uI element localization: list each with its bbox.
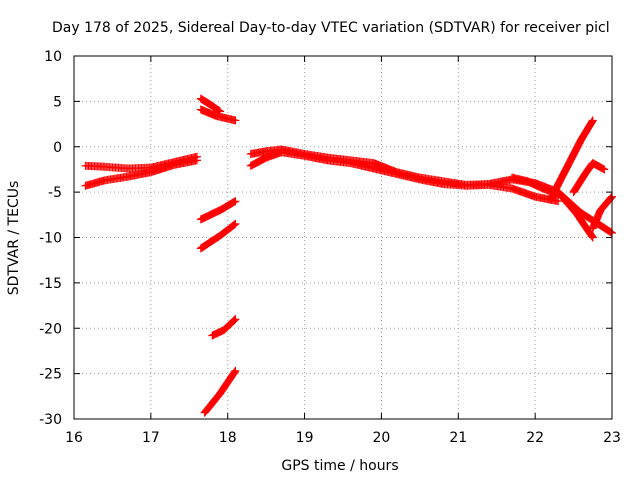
data-point [606, 194, 615, 203]
data-point [587, 231, 596, 240]
data-point [607, 193, 616, 202]
plot-frame [73, 55, 613, 420]
series-arc-e [208, 315, 240, 340]
series-late-drop [554, 188, 597, 242]
y-tick-label: -10 [39, 231, 62, 247]
chart-title: Day 178 of 2025, Sidereal Day-to-day VTE… [52, 20, 610, 36]
x-tick-label: 16 [65, 430, 83, 446]
axis-ticks: 16 17 18 19 20 21 22 23 10 5 0 -5 -10 -15 -20 -25 -30 [39, 49, 621, 446]
data-point [230, 368, 239, 377]
x-axis-label: GPS time / hours [281, 458, 398, 474]
data-point [588, 233, 597, 242]
y-tick-label: -20 [39, 321, 62, 337]
data-point [231, 315, 240, 324]
data-point [554, 189, 563, 198]
data-point [231, 366, 240, 375]
data-point [230, 367, 239, 376]
data-point [600, 165, 609, 174]
data-point [588, 116, 597, 125]
data-point [231, 197, 240, 206]
data-point [229, 221, 238, 230]
series-late-rise [546, 116, 597, 204]
data-point [192, 156, 201, 165]
data-point [588, 232, 597, 241]
y-tick-label: -15 [39, 276, 62, 292]
y-tick-label: -5 [48, 185, 62, 201]
x-tick-label: 23 [603, 430, 621, 446]
data-point [231, 219, 240, 228]
y-axis-label: SDTVAR / TECUs [6, 181, 22, 296]
series-late-tail [588, 192, 616, 233]
series-late-hump [569, 159, 609, 197]
data-point [554, 197, 563, 206]
y-tick-label: -25 [39, 367, 62, 383]
y-tick-label: 0 [53, 140, 62, 156]
data-points [81, 94, 616, 417]
series-arc-b [196, 105, 240, 125]
series-main-lower [246, 148, 563, 206]
data-point [607, 228, 616, 237]
data-point [587, 118, 596, 127]
series-band-lower [81, 156, 201, 190]
x-tick-label: 20 [373, 430, 391, 446]
data-point [606, 227, 615, 236]
series-arc-a [196, 94, 225, 116]
x-tick-label: 22 [526, 430, 544, 446]
y-tick-label: -30 [39, 412, 62, 428]
data-point [230, 220, 239, 229]
grid [74, 56, 612, 419]
series-late-mid [508, 173, 563, 198]
y-tick-label: 10 [44, 49, 62, 65]
y-tick-label: 5 [53, 94, 62, 110]
x-tick-label: 17 [142, 430, 160, 446]
x-tick-label: 18 [219, 430, 237, 446]
data-point [229, 316, 238, 325]
series-arc-c [196, 197, 240, 224]
x-tick-label: 21 [449, 430, 467, 446]
x-tick-label: 19 [296, 430, 314, 446]
data-point [230, 315, 239, 324]
data-point [231, 116, 240, 125]
data-point [214, 105, 223, 114]
data-point [588, 117, 597, 126]
series-arc-f [200, 366, 240, 417]
series-arc-d [196, 219, 240, 253]
